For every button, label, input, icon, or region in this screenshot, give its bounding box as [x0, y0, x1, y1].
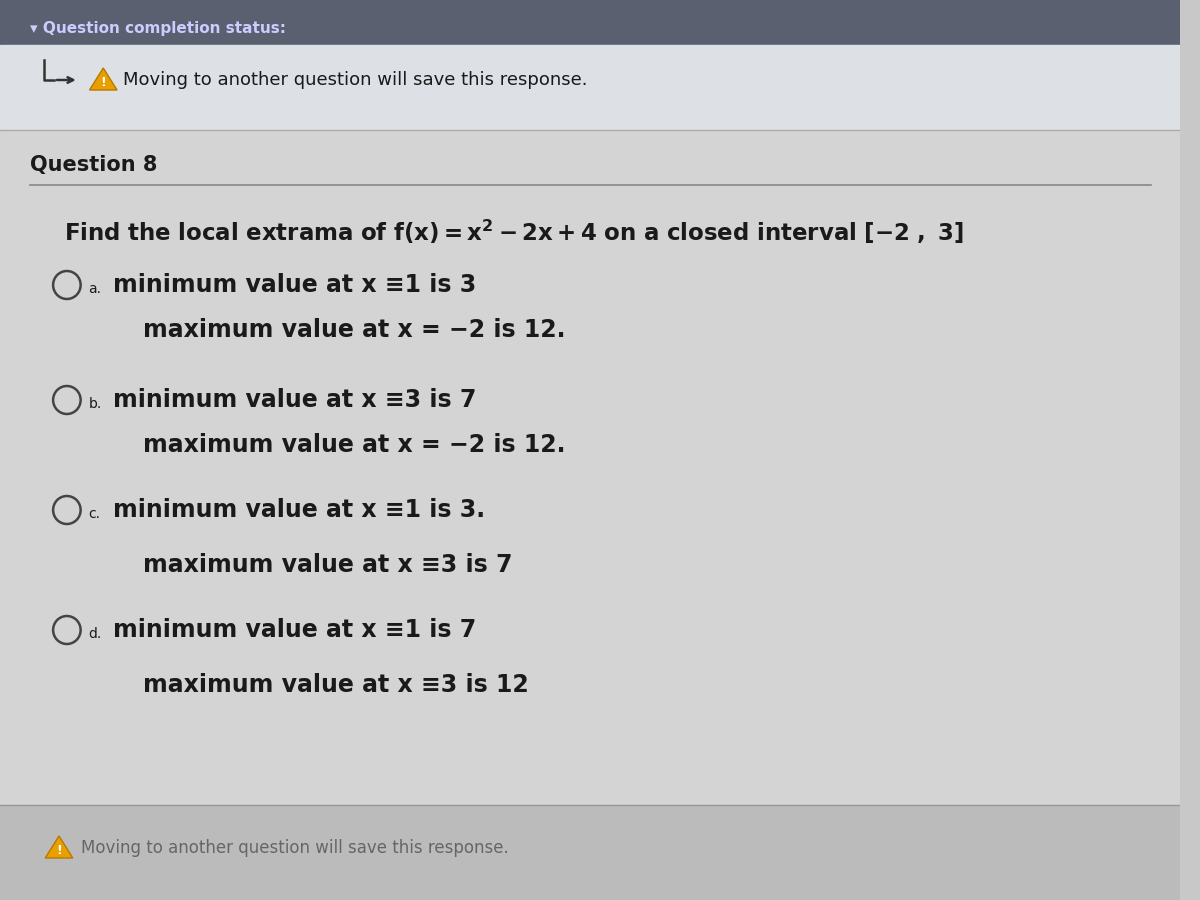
Text: Question 8: Question 8: [30, 155, 157, 175]
Text: Moving to another question will save this response.: Moving to another question will save thi…: [122, 71, 588, 89]
Text: d.: d.: [89, 627, 102, 641]
Text: a.: a.: [89, 282, 102, 296]
Polygon shape: [46, 836, 73, 858]
Bar: [0, 45, 1180, 130]
Text: maximum value at x = −2 is 12.: maximum value at x = −2 is 12.: [143, 433, 565, 457]
Polygon shape: [90, 68, 118, 90]
Text: maximum value at x ≡3 is 12: maximum value at x ≡3 is 12: [143, 673, 528, 697]
Text: b.: b.: [89, 397, 102, 411]
Text: minimum value at x ≡1 is 3.: minimum value at x ≡1 is 3.: [113, 498, 485, 522]
Text: !: !: [101, 76, 106, 88]
Text: ▾ Question completion status:: ▾ Question completion status:: [30, 21, 286, 35]
Text: !: !: [56, 843, 62, 857]
Text: $\mathbf{Find\ the\ local\ extrama\ of\ f(x)=x^{2}-2x+4\ on\ a\ closed\ interval: $\mathbf{Find\ the\ local\ extrama\ of\ …: [64, 218, 964, 246]
Text: minimum value at x ≡3 is 7: minimum value at x ≡3 is 7: [113, 388, 476, 412]
Text: minimum value at x ≡1 is 3: minimum value at x ≡1 is 3: [113, 273, 476, 297]
Text: maximum value at x = −2 is 12.: maximum value at x = −2 is 12.: [143, 318, 565, 342]
Bar: [0, 130, 1180, 900]
Text: maximum value at x ≡3 is 7: maximum value at x ≡3 is 7: [143, 553, 512, 577]
Bar: [0, 805, 1180, 900]
Bar: [0, 0, 1180, 45]
Text: Moving to another question will save this response.: Moving to another question will save thi…: [80, 839, 509, 857]
Text: minimum value at x ≡1 is 7: minimum value at x ≡1 is 7: [113, 618, 476, 642]
Text: c.: c.: [89, 507, 101, 521]
